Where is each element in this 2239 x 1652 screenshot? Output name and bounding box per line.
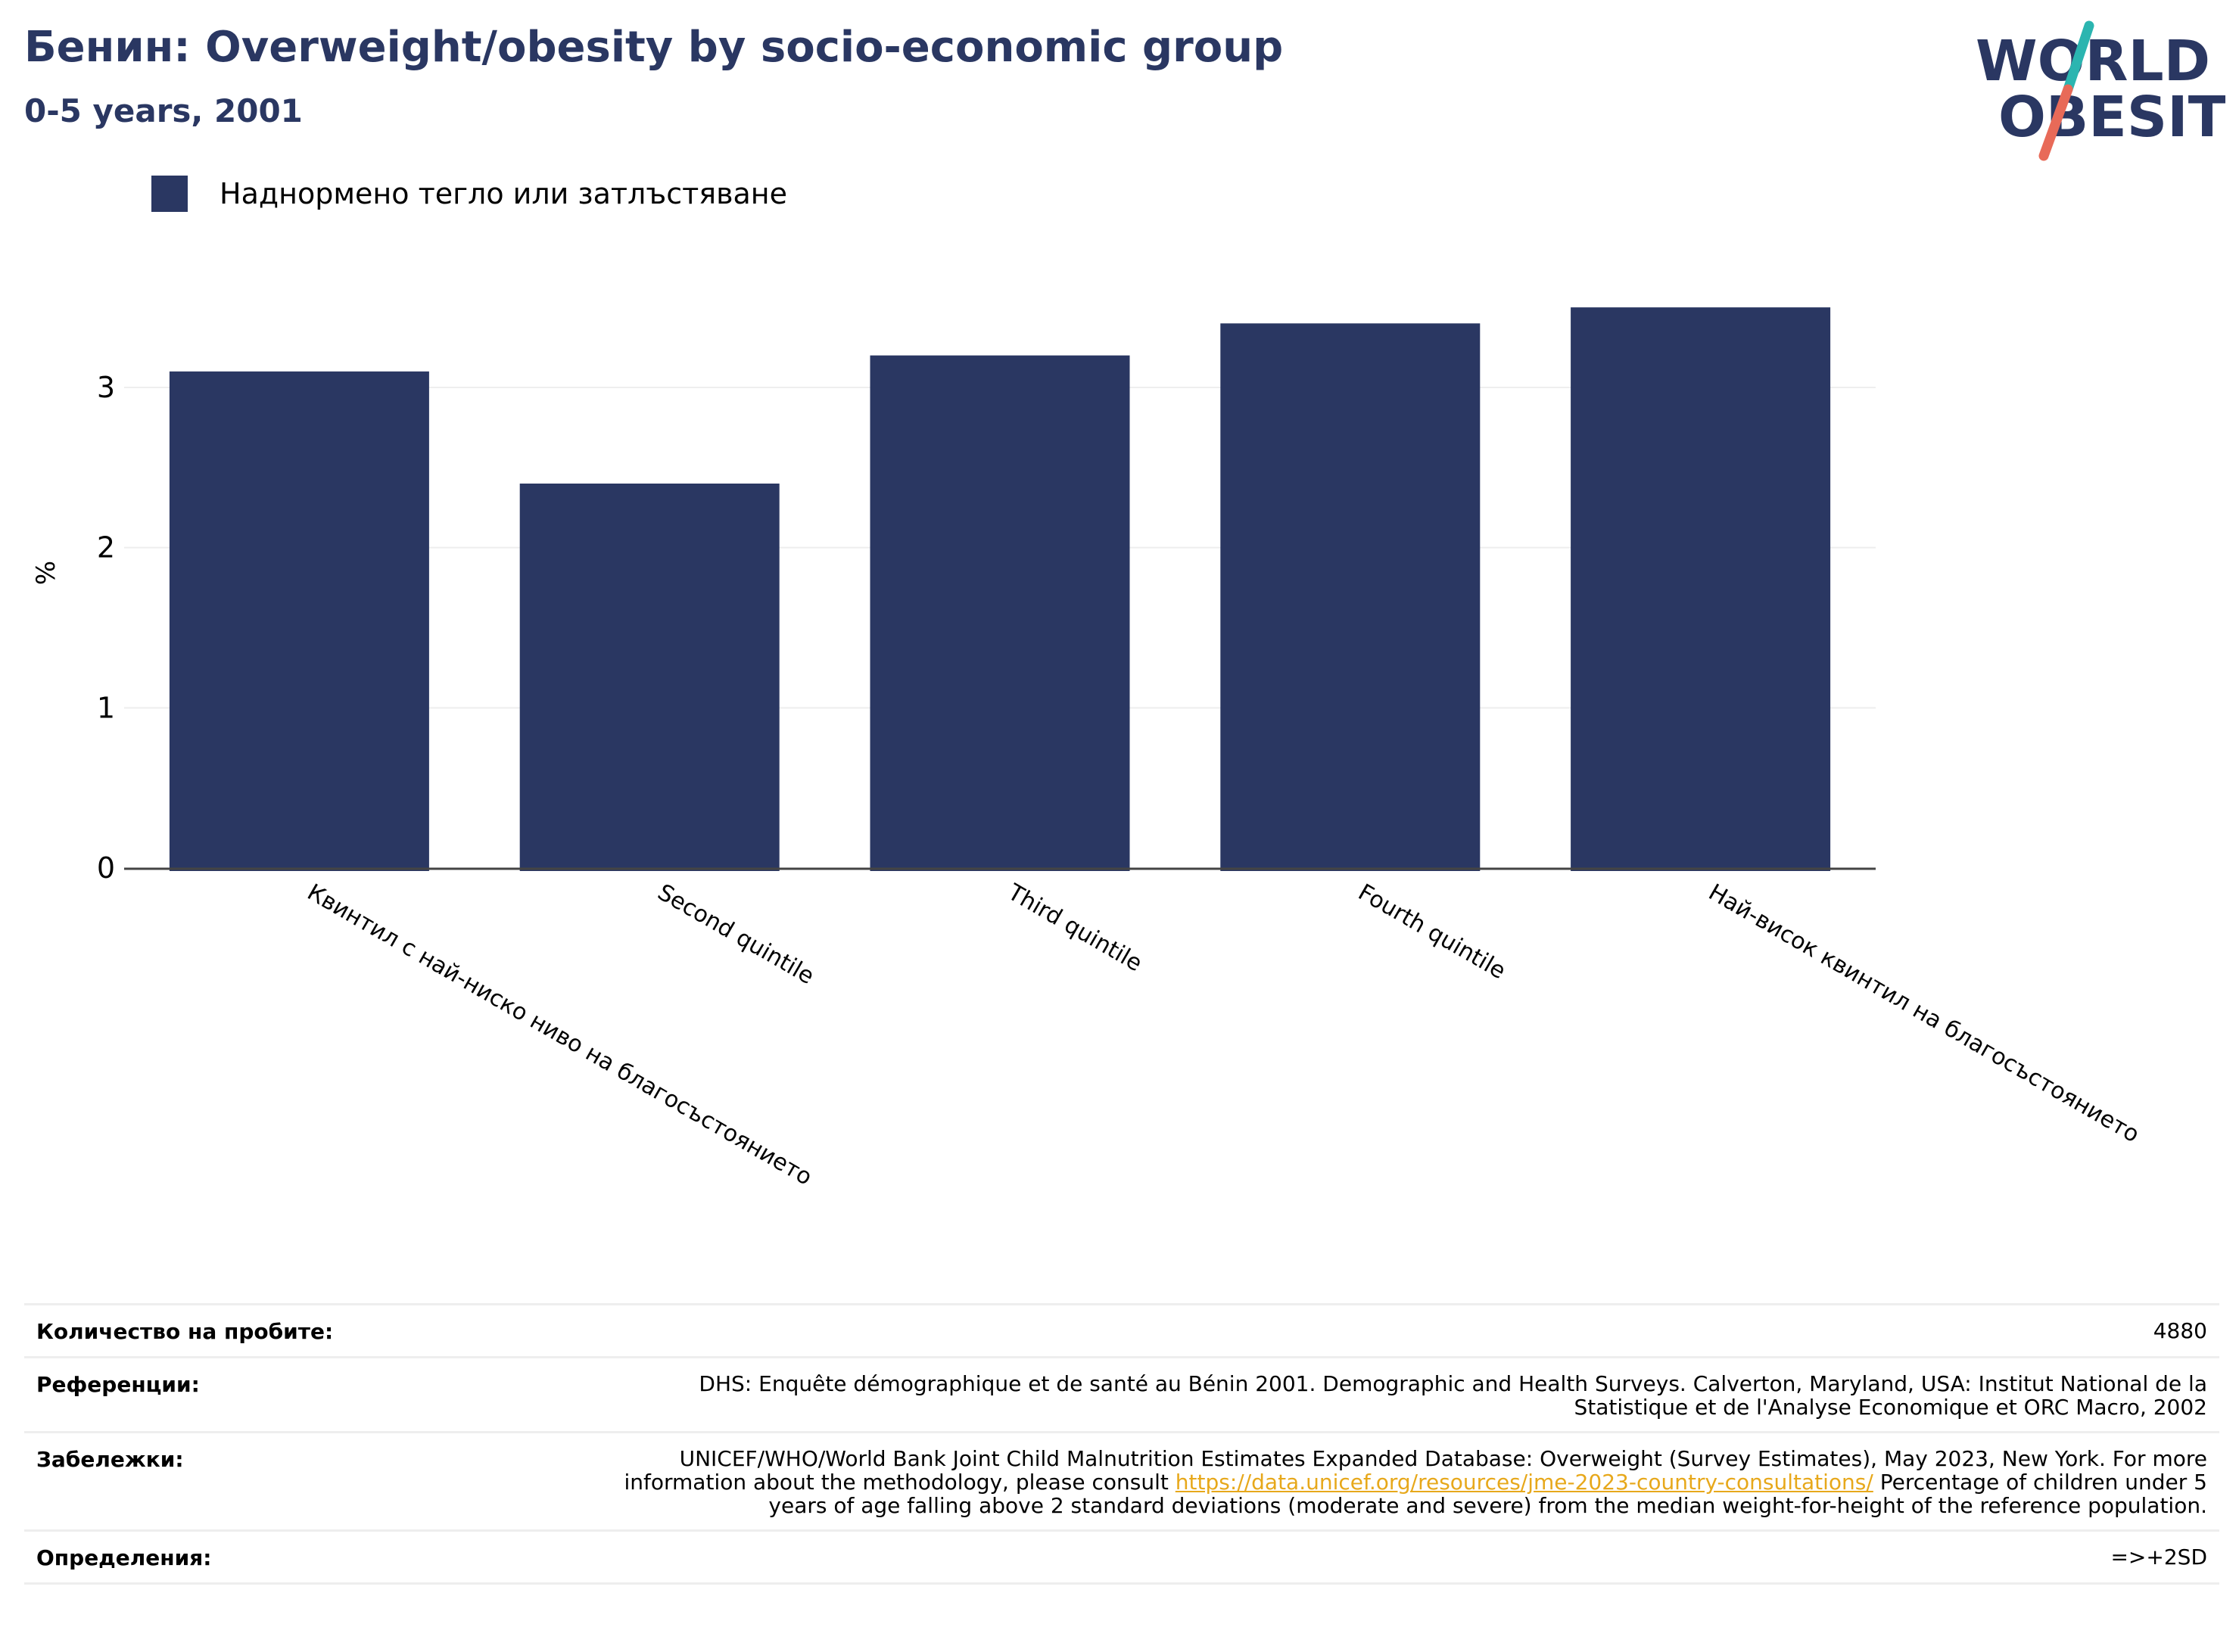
chart-legend: Наднормено тегло или затлъстяване [151, 176, 787, 212]
world-obesity-logo: WORLD OBESITY [1976, 20, 2225, 161]
meta-row-definitions: Определения: =>+2SD [24, 1532, 2219, 1585]
logo-word-obesity: OBESITY [1998, 85, 2225, 150]
chart-subtitle: 0-5 years, 2001 [24, 92, 303, 129]
samples-value: 4880 [2153, 1318, 2207, 1343]
chart-title: Бенин: Overweight/obesity by socio-econo… [24, 23, 1284, 72]
notes-label: Забележки: [36, 1447, 184, 1472]
notes-text-pre: UNICEF/WHO/World Bank Joint Child Malnut… [624, 1446, 2208, 1495]
meta-row-samples: Количество на пробите: 4880 [24, 1305, 2219, 1358]
logo-slash-red [2038, 84, 2073, 161]
references-value: DHS: Enquête démographique et de santé a… [699, 1371, 2207, 1420]
logo-slash-teal [2063, 20, 2094, 95]
definitions-label: Определения: [36, 1545, 212, 1570]
y-axis-label: % [31, 561, 61, 585]
x-tick-label: Second quintile [653, 879, 819, 990]
x-tick-label: Fourth quintile [1353, 879, 1510, 985]
notes-value: UNICEF/WHO/World Bank Joint Child Malnut… [580, 1446, 2208, 1518]
definitions-value: =>+2SD [2110, 1545, 2207, 1570]
notes-text-post: Percentage of children under 5 years of … [768, 1470, 2207, 1518]
x-tick-label: Third quintile [1003, 879, 1147, 977]
y-tick-label: 1 [97, 691, 115, 724]
samples-label: Количество на пробите: [36, 1319, 334, 1344]
bar [519, 484, 780, 871]
meta-row-notes: Забележки: UNICEF/WHO/World Bank Joint C… [24, 1433, 2219, 1532]
y-tick-label: 2 [97, 531, 115, 565]
bar [169, 371, 429, 871]
bar [1571, 307, 1831, 872]
bar [870, 355, 1130, 872]
y-tick-label: 0 [97, 851, 115, 885]
references-label: Референции: [36, 1372, 200, 1397]
x-tick-label: Най-висок квинтил на благосъстоянието [1704, 879, 2144, 1149]
legend-label: Наднормено тегло или затлъстяване [220, 177, 787, 210]
bar [1220, 323, 1481, 871]
methodology-link[interactable]: https://data.unicef.org/resources/jme-20… [1175, 1470, 1873, 1495]
legend-swatch [151, 176, 188, 212]
y-tick-label: 3 [97, 371, 115, 404]
logo-word-world: WORLD [1976, 29, 2210, 94]
metadata-table: Количество на пробите: 4880 Референции: … [24, 1303, 2219, 1585]
meta-row-references: Референции: DHS: Enquête démographique e… [24, 1358, 2219, 1433]
